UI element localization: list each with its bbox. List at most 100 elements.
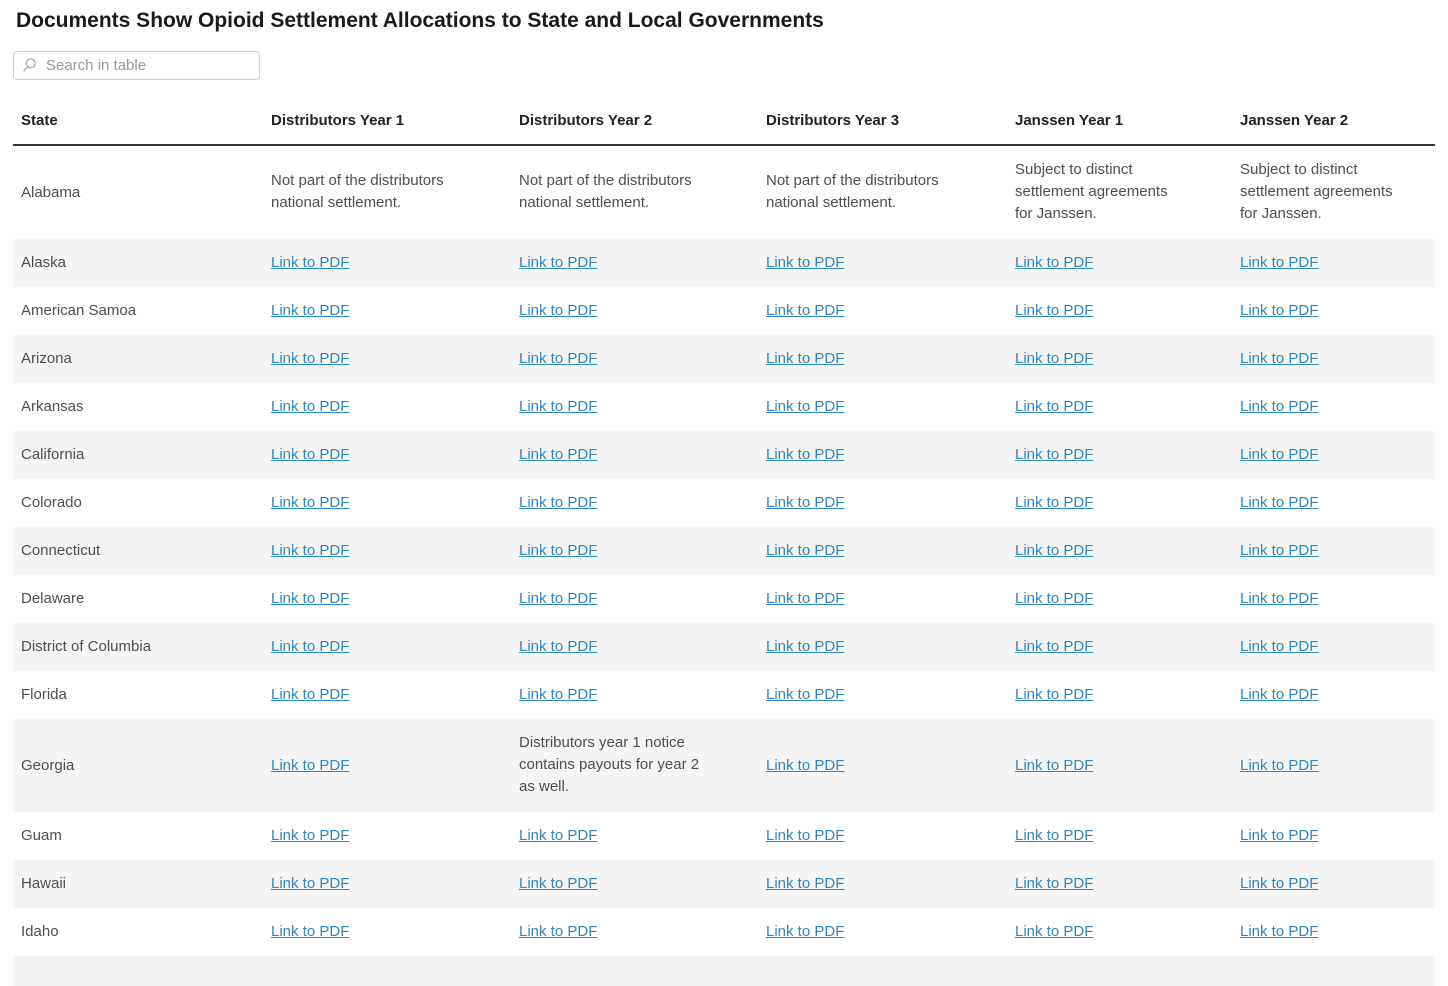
table-row-american-samoa: American Samoa Link to PDF Link to PDF Link…	[13, 287, 1435, 335]
pdf-link[interactable]: Link to PDF	[519, 446, 598, 463]
table-row-alabama: Alabama Not part of the distributors nati…	[13, 145, 1435, 239]
pdf-link[interactable]: Link to PDF	[271, 590, 350, 607]
pdf-link[interactable]: Link to PDF	[519, 494, 598, 511]
pdf-link[interactable]: Link to PDF	[519, 302, 598, 319]
pdf-link[interactable]: Link to PDF	[271, 446, 350, 463]
pdf-link[interactable]: Link to PDF	[766, 542, 845, 559]
pdf-link[interactable]: Link to PDF	[766, 756, 845, 774]
state-name: Delaware	[21, 590, 85, 607]
pdf-link[interactable]: Link to PDF	[766, 302, 845, 319]
pdf-link[interactable]: Link to PDF	[766, 923, 845, 940]
table-row-california: California Link to PDF Link to PDF Link to …	[13, 431, 1435, 479]
column-header-distributors-year-3: Distributors Year 3	[758, 100, 1007, 146]
pdf-link[interactable]: Link to PDF	[1240, 350, 1319, 367]
pdf-link[interactable]: Link to PDF	[766, 638, 845, 655]
pdf-link[interactable]: Link to PDF	[1240, 923, 1319, 940]
table-header-row: State Distributors Year 1 Distributors Yea…	[13, 100, 1435, 146]
pdf-link[interactable]: Link to PDF	[766, 350, 845, 367]
pdf-link[interactable]: Link to PDF	[271, 638, 350, 655]
pdf-link[interactable]: Link to PDF	[1240, 542, 1319, 559]
pdf-link[interactable]: Link to PDF	[766, 686, 845, 703]
search-input[interactable]	[13, 51, 260, 80]
pdf-link[interactable]: Link to PDF	[519, 923, 598, 940]
pdf-link[interactable]: Link to PDF	[1015, 827, 1094, 844]
state-name: District of Columbia	[21, 638, 152, 655]
pdf-link[interactable]: Link to PDF	[766, 494, 845, 511]
pdf-link[interactable]: Link to PDF	[1240, 756, 1319, 774]
pdf-link[interactable]: Link to PDF	[519, 686, 598, 703]
pdf-link[interactable]: Link to PDF	[1240, 302, 1319, 319]
pdf-link[interactable]: Link to PDF	[1240, 254, 1319, 271]
pdf-link[interactable]: Link to PDF	[519, 827, 598, 844]
pdf-link[interactable]: Link to PDF	[519, 542, 598, 559]
table-row-arkansas: Arkansas Link to PDF Link to PDF Link to PD…	[13, 383, 1435, 431]
pdf-link[interactable]: Link to PDF	[519, 638, 598, 655]
cell-note: Not part of the distributors national se…	[519, 172, 692, 211]
pdf-link[interactable]: Link to PDF	[519, 590, 598, 607]
state-name: Idaho	[21, 923, 59, 940]
pdf-link[interactable]: Link to PDF	[271, 350, 350, 367]
pdf-link[interactable]: Link to PDF	[1015, 494, 1094, 511]
pdf-link[interactable]: Link to PDF	[1015, 350, 1094, 367]
pdf-link[interactable]: Link to PDF	[271, 923, 350, 940]
pdf-link[interactable]: Link to PDF	[766, 254, 845, 271]
pdf-link[interactable]: Link to PDF	[1240, 686, 1319, 703]
pdf-link[interactable]: Link to PDF	[1015, 590, 1094, 607]
pdf-link[interactable]: Link to PDF	[519, 875, 598, 892]
pdf-link[interactable]: Link to PDF	[1240, 446, 1319, 463]
pdf-link[interactable]: Link to PDF	[519, 398, 598, 415]
pdf-link[interactable]: Link to PDF	[1015, 446, 1094, 463]
cell-note: Not part of the distributors national se…	[766, 172, 939, 211]
pdf-link[interactable]: Link to PDF	[766, 827, 845, 844]
settlement-table: State Distributors Year 1 Distributors Yea…	[13, 100, 1435, 986]
state-name: Georgia	[21, 756, 75, 774]
pdf-link[interactable]: Link to PDF	[1240, 875, 1319, 892]
pdf-link[interactable]: Link to PDF	[271, 254, 350, 271]
state-name: Colorado	[21, 494, 82, 511]
pdf-link[interactable]: Link to PDF	[1015, 756, 1094, 774]
table-row-delaware: Delaware Link to PDF Link to PDF Link to PD…	[13, 575, 1435, 623]
table-search	[13, 51, 260, 80]
cell-note: Distributors year 1 notice contains payo…	[519, 734, 700, 795]
pdf-link[interactable]: Link to PDF	[1015, 302, 1094, 319]
pdf-link[interactable]: Link to PDF	[1015, 875, 1094, 892]
table-row-georgia: Georgia Link to PDF Distributors year 1 no…	[13, 719, 1435, 812]
pdf-link[interactable]: Link to PDF	[271, 494, 350, 511]
pdf-link[interactable]: Link to PDF	[766, 398, 845, 415]
pdf-link[interactable]: Link to PDF	[1240, 398, 1319, 415]
table-header: State Distributors Year 1 Distributors Yea…	[13, 100, 1435, 146]
pdf-link[interactable]: Link to PDF	[271, 827, 350, 844]
state-name: Arkansas	[21, 398, 84, 415]
pdf-link[interactable]: Link to PDF	[519, 350, 598, 367]
pdf-link[interactable]: Link to PDF	[271, 302, 350, 319]
pdf-link[interactable]: Link to PDF	[1240, 494, 1319, 511]
state-name: Guam	[21, 827, 62, 844]
pdf-link[interactable]: Link to PDF	[766, 875, 845, 892]
pdf-link[interactable]: Link to PDF	[271, 398, 350, 415]
pdf-link[interactable]: Link to PDF	[1015, 542, 1094, 559]
pdf-link[interactable]: Link to PDF	[519, 254, 598, 271]
pdf-link[interactable]: Link to PDF	[1015, 638, 1094, 655]
table-row-connecticut: Connecticut Link to PDF Link to PDF Link to…	[13, 527, 1435, 575]
pdf-link[interactable]: Link to PDF	[1240, 638, 1319, 655]
column-header-distributors-year-2: Distributors Year 2	[511, 100, 758, 146]
pdf-link[interactable]: Link to PDF	[1015, 398, 1094, 415]
column-header-janssen-year-2: Janssen Year 2	[1232, 100, 1435, 146]
column-header-distributors-year-1: Distributors Year 1	[263, 100, 511, 146]
pdf-link[interactable]: Link to PDF	[1240, 590, 1319, 607]
table-row-guam: Guam Link to PDF Link to PDF Link to PDF Lin…	[13, 812, 1435, 860]
pdf-link[interactable]: Link to PDF	[766, 590, 845, 607]
column-header-state: State	[13, 100, 263, 146]
pdf-link[interactable]: Link to PDF	[271, 542, 350, 559]
pdf-link[interactable]: Link to PDF	[1015, 923, 1094, 940]
cell-note: Subject to distinct settlement agreement…	[1015, 161, 1168, 222]
pdf-link[interactable]: Link to PDF	[271, 756, 350, 774]
state-name: Arizona	[21, 350, 72, 367]
pdf-link[interactable]: Link to PDF	[271, 686, 350, 703]
pdf-link[interactable]: Link to PDF	[1240, 827, 1319, 844]
pdf-link[interactable]: Link to PDF	[271, 875, 350, 892]
pdf-link[interactable]: Link to PDF	[1015, 686, 1094, 703]
pdf-link[interactable]: Link to PDF	[766, 446, 845, 463]
state-name: California	[21, 446, 85, 463]
pdf-link[interactable]: Link to PDF	[1015, 254, 1094, 271]
